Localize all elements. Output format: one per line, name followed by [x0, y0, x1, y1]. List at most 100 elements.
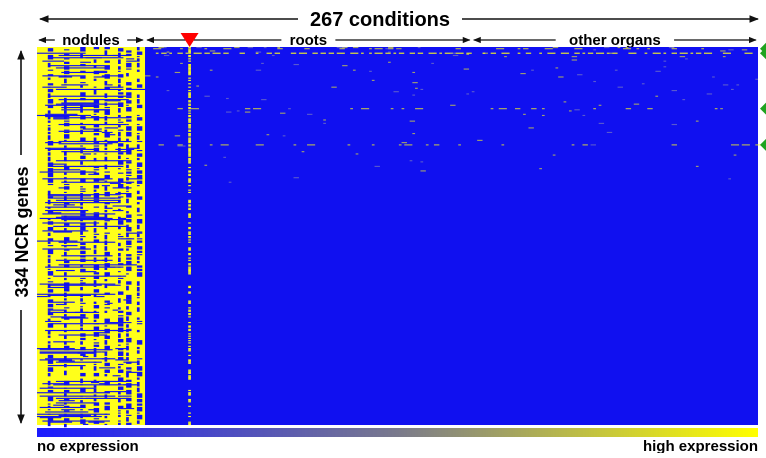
heatmap-cell — [104, 180, 108, 182]
heatmap-cell — [104, 127, 119, 129]
heatmap-cell — [61, 245, 78, 247]
heatmap-cell — [93, 145, 100, 147]
heatmap-cell — [64, 307, 70, 309]
heatmap-cell — [188, 286, 191, 289]
heatmap-cell — [136, 250, 143, 253]
heatmap-cell — [104, 147, 108, 150]
heatmap-cell — [80, 359, 83, 361]
heatmap-cell — [188, 74, 191, 76]
heatmap-cell — [180, 48, 183, 50]
heatmap-cell — [136, 144, 140, 149]
heatmap-cell — [80, 126, 86, 129]
heatmap-cell — [188, 119, 191, 121]
heatmap-cell — [80, 186, 83, 188]
heatmap-cell — [104, 121, 108, 126]
heatmap-cell — [80, 302, 86, 304]
heatmap-cell — [188, 68, 191, 70]
heatmap-cell — [55, 380, 132, 382]
heatmap-cell — [568, 110, 572, 112]
heatmap-cell — [82, 355, 89, 358]
heatmap-cell — [93, 189, 97, 192]
heatmap-cell — [226, 97, 229, 100]
heatmap-cell — [185, 52, 189, 54]
heatmap-cell — [255, 144, 264, 146]
heatmap-cell — [188, 361, 191, 363]
heatmap-cell — [93, 153, 97, 155]
heatmap-cell — [136, 366, 143, 371]
heatmap-cell — [188, 269, 191, 272]
heatmap-cell — [64, 61, 70, 64]
heatmap-cell — [107, 84, 113, 86]
heatmap-cell — [182, 145, 186, 147]
heatmap-cell — [101, 358, 116, 360]
heatmap-cell — [80, 337, 86, 341]
heatmap-cell — [39, 349, 113, 351]
heatmap-cell — [188, 285, 191, 287]
heatmap-cell — [93, 326, 100, 330]
heatmap-cell — [42, 213, 116, 215]
heatmap-cell — [136, 51, 143, 55]
heatmap-cell — [155, 52, 159, 54]
heatmap-cell — [80, 346, 86, 351]
heatmap-cell — [47, 83, 54, 86]
heatmap-cell — [80, 265, 83, 267]
heatmap-cell — [58, 400, 75, 402]
heatmap-cell — [74, 311, 89, 313]
heatmap-cell — [45, 202, 121, 204]
heatmap-cell — [64, 260, 70, 264]
heatmap-cell — [188, 180, 191, 182]
heatmap-cell — [188, 254, 191, 256]
heatmap-cell — [118, 129, 124, 131]
heatmap-cell — [263, 47, 267, 49]
heatmap-cell — [496, 48, 505, 50]
heatmap-cell — [188, 375, 191, 377]
heatmap-cell — [104, 133, 110, 138]
heatmap-cell — [690, 52, 694, 54]
heatmap-cell — [188, 60, 191, 62]
heatmap-cell — [104, 357, 108, 359]
heatmap-cell — [101, 351, 108, 353]
heatmap-cell — [80, 341, 83, 345]
heatmap-cell — [193, 52, 202, 54]
heatmap-cell — [188, 228, 191, 230]
heatmap-cell — [93, 228, 97, 233]
heatmap-cell — [118, 410, 121, 412]
heatmap-cell — [58, 241, 116, 243]
heatmap-cell — [188, 405, 191, 407]
heatmap-cell — [188, 63, 191, 66]
heatmap-cell — [188, 208, 191, 210]
heatmap-cell — [58, 99, 129, 101]
heatmap-cell — [118, 277, 124, 280]
heatmap-cell — [118, 284, 121, 286]
heatmap-cell — [64, 389, 70, 393]
heatmap-cell — [118, 405, 124, 410]
heatmap-cell — [47, 62, 51, 68]
heatmap-cell — [136, 140, 143, 143]
heatmap-cell — [126, 372, 129, 378]
highlighted-row-marker — [760, 138, 766, 151]
heatmap-cell — [61, 317, 89, 319]
heatmap-cell — [47, 283, 51, 289]
heatmap-cell — [188, 214, 191, 216]
heatmap-cell — [234, 47, 240, 49]
heatmap-cell — [55, 216, 108, 218]
heatmap-cell — [101, 259, 108, 261]
heatmap-cell — [104, 86, 110, 91]
genes-span-arrow: 334 NCR genes — [12, 50, 32, 424]
heatmap-cell — [126, 403, 132, 409]
heatmap-cell — [188, 237, 191, 239]
heatmap-cell — [80, 250, 86, 255]
heatmap-cell — [466, 53, 470, 55]
highlighted-row-marker — [760, 102, 766, 115]
heatmap-cell — [118, 143, 124, 147]
heatmap-cell — [188, 135, 191, 137]
heatmap-cell — [104, 129, 108, 132]
heatmap-cell — [109, 86, 124, 88]
heatmap-cell — [64, 129, 70, 131]
heatmap-cell — [64, 49, 70, 51]
heatmap-cell — [93, 110, 100, 113]
heatmap-cell — [126, 68, 132, 70]
heatmap-cell — [37, 114, 92, 117]
heatmap-cell — [80, 409, 83, 411]
